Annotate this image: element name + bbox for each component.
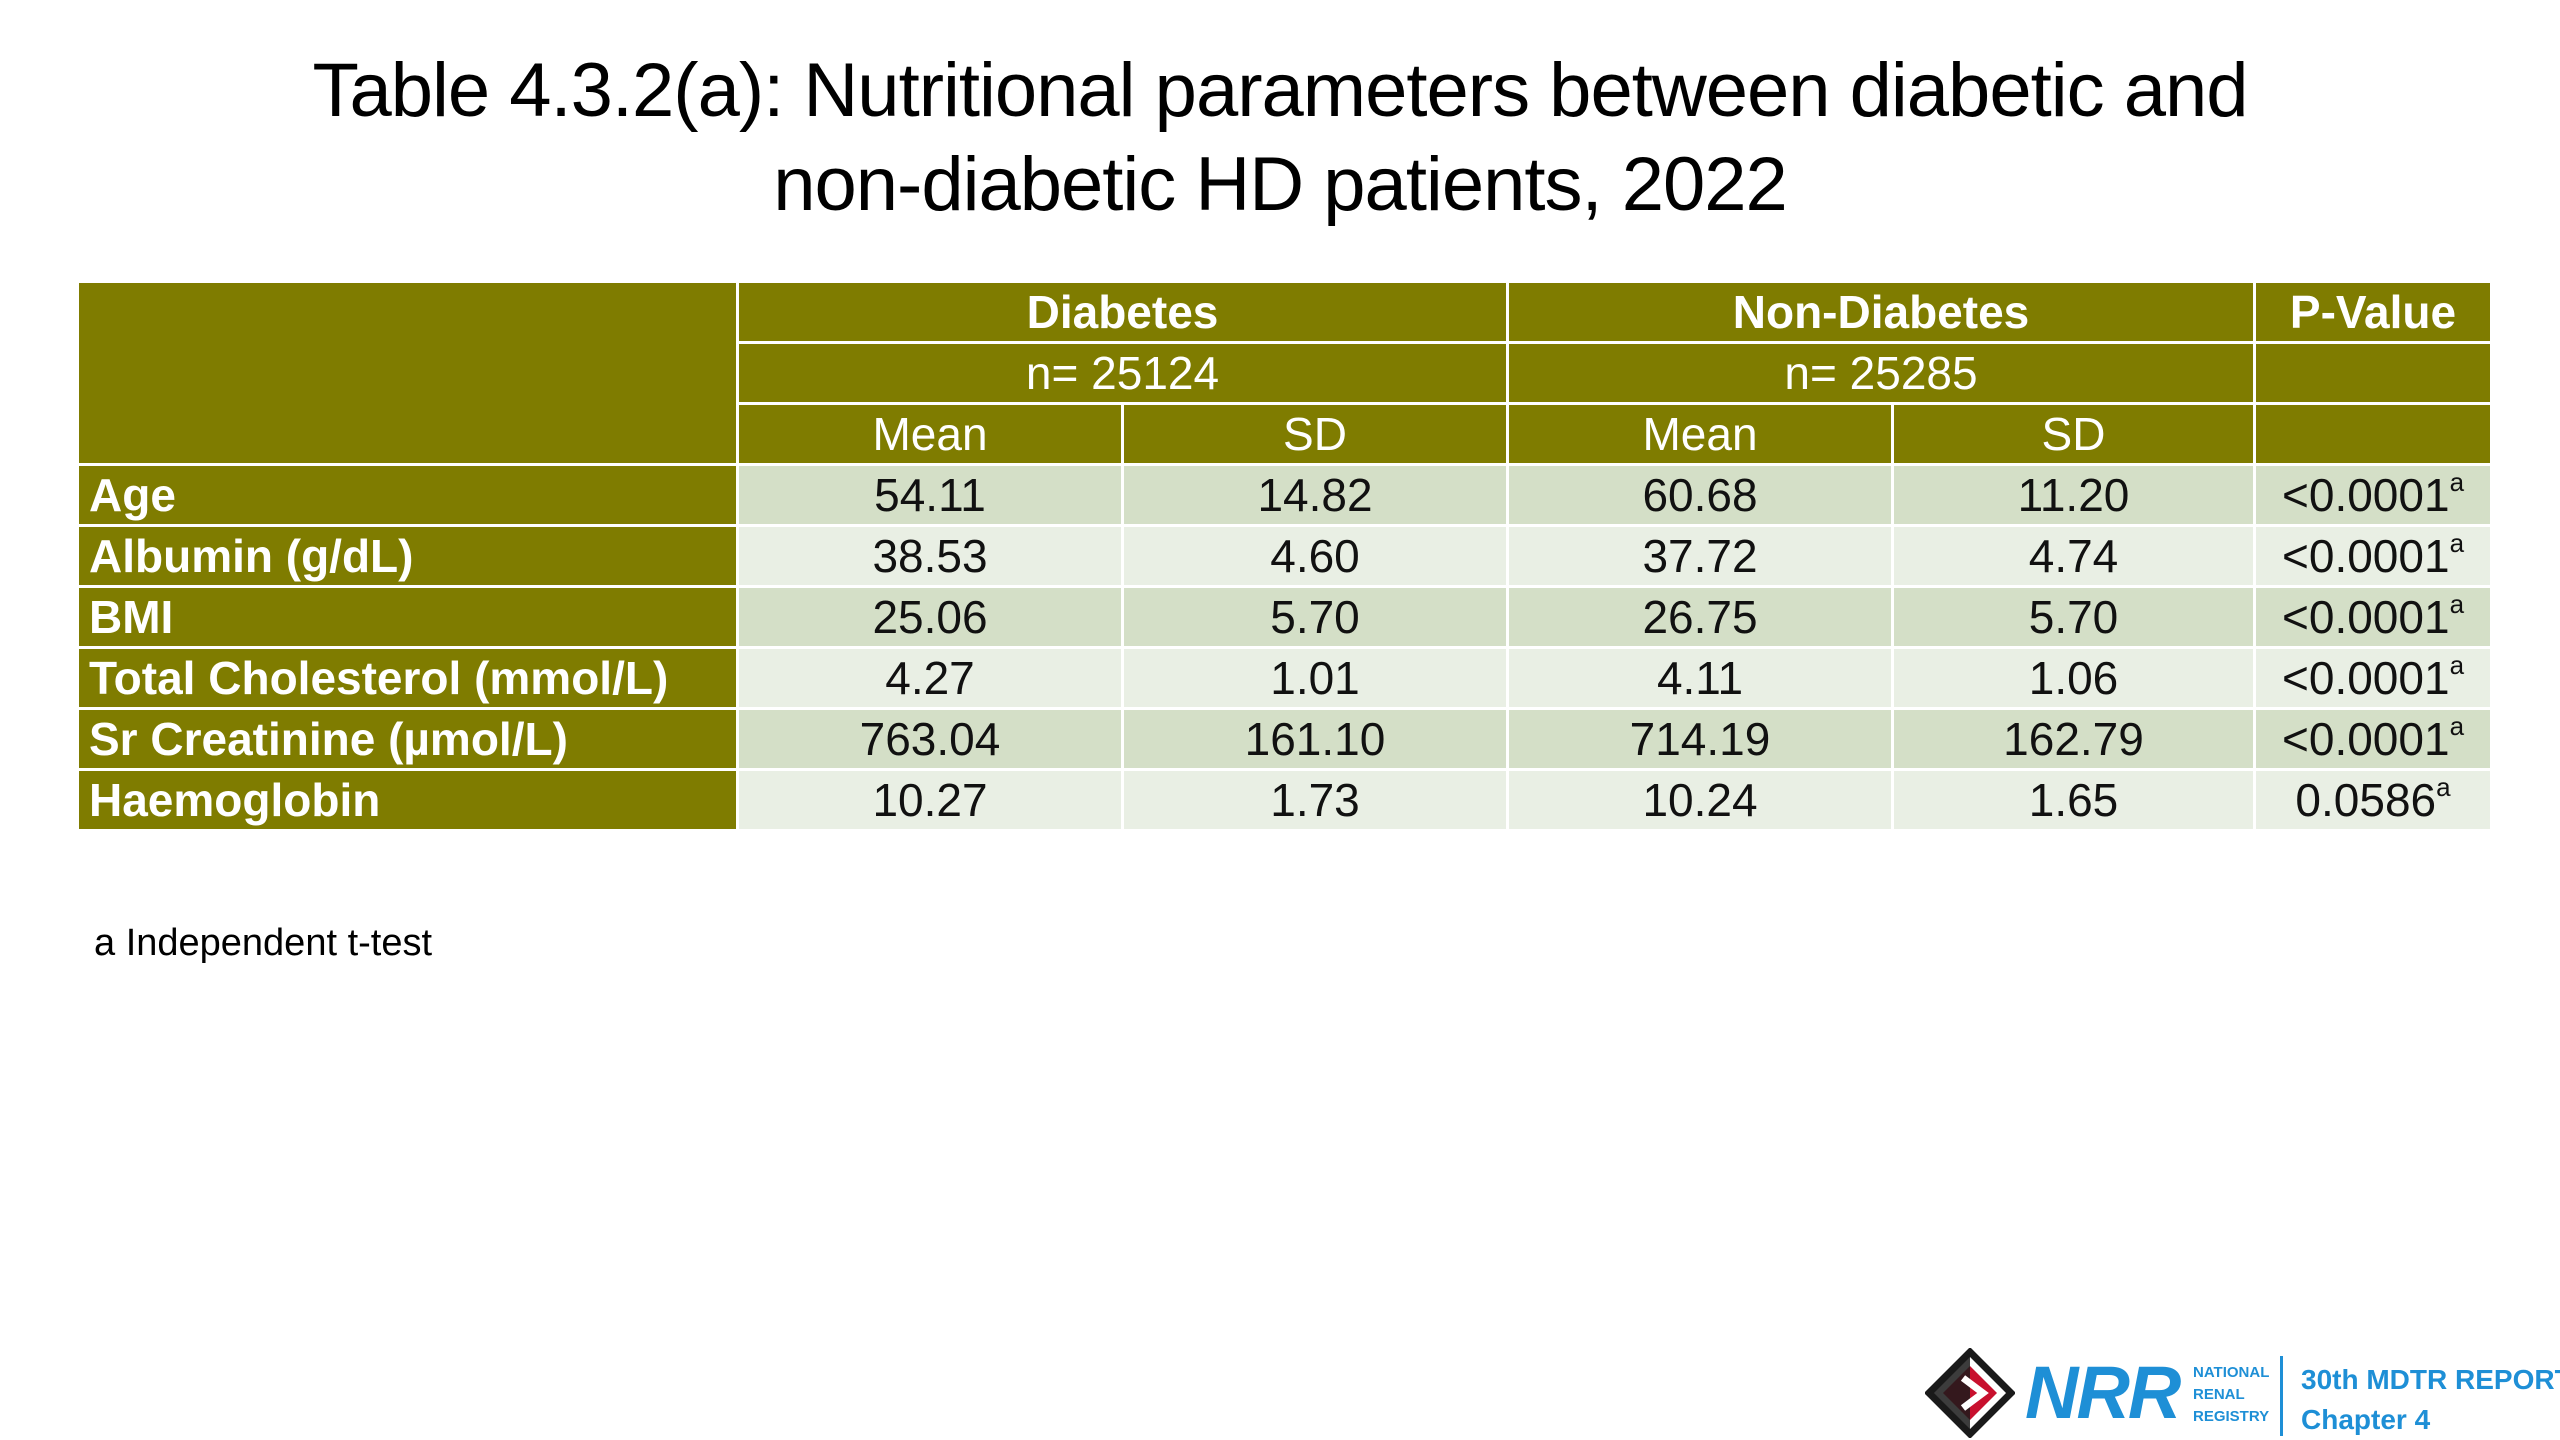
branding-divider — [2280, 1356, 2283, 1436]
diabetes-mean-cell: 38.53 — [736, 524, 1124, 588]
org-name-line-3: REGISTRY — [2193, 1408, 2270, 1425]
p-value-superscript: a — [2449, 527, 2465, 558]
header-non-diabetes-sd: SD — [1890, 402, 2257, 466]
non-diabetes-mean-cell: 26.75 — [1506, 585, 1894, 649]
p-value-text: <0.0001 — [2282, 469, 2450, 521]
p-value-cell: 0.0586a — [2253, 768, 2494, 832]
row-label: Age — [76, 463, 739, 527]
diabetes-mean-cell: 763.04 — [736, 707, 1124, 771]
footnote: a Independent t-test — [94, 922, 433, 964]
non-diabetes-sd-cell: 4.74 — [1890, 524, 2257, 588]
p-value-text: <0.0001 — [2282, 652, 2450, 704]
non-diabetes-mean-cell: 10.24 — [1506, 768, 1894, 832]
p-value-text: 0.0586 — [2295, 774, 2437, 826]
non-diabetes-mean-cell: 714.19 — [1506, 707, 1894, 771]
slide-title: Table 4.3.2(a): Nutritional parameters b… — [0, 44, 2560, 232]
header-corner — [76, 280, 739, 466]
row-label: Sr Creatinine (µmol/L) — [76, 707, 739, 771]
non-diabetes-mean-cell: 60.68 — [1506, 463, 1894, 527]
non-diabetes-mean-cell: 37.72 — [1506, 524, 1894, 588]
non-diabetes-mean-cell: 4.11 — [1506, 646, 1894, 710]
diabetes-sd-cell: 1.73 — [1121, 768, 1509, 832]
p-value-cell: <0.0001a — [2253, 585, 2494, 649]
table-row: Haemoglobin 10.27 1.73 10.24 1.65 0.0586… — [76, 768, 2494, 832]
table-row: Albumin (g/dL) 38.53 4.60 37.72 4.74 <0.… — [76, 524, 2494, 588]
non-diabetes-sd-cell: 1.06 — [1890, 646, 2257, 710]
table-row: BMI 25.06 5.70 26.75 5.70 <0.0001a — [76, 585, 2494, 649]
table-row: Sr Creatinine (µmol/L) 763.04 161.10 714… — [76, 707, 2494, 771]
org-name-line-1: NATIONAL — [2193, 1364, 2270, 1381]
diabetes-mean-cell: 4.27 — [736, 646, 1124, 710]
p-value-cell: <0.0001a — [2253, 646, 2494, 710]
diabetes-sd-cell: 4.60 — [1121, 524, 1509, 588]
title-line-1: Table 4.3.2(a): Nutritional parameters b… — [312, 48, 2248, 133]
row-label: Haemoglobin — [76, 768, 739, 832]
header-diabetes: Diabetes — [736, 280, 1509, 344]
header-n-p-blank — [2253, 341, 2494, 405]
header-non-diabetes: Non-Diabetes — [1505, 280, 2257, 344]
non-diabetes-sd-cell: 5.70 — [1890, 585, 2257, 649]
header-p-value: P-Value — [2253, 280, 2494, 344]
diabetes-sd-cell: 1.01 — [1121, 646, 1509, 710]
nrr-logo-icon — [1925, 1348, 2015, 1438]
header-n-non-diabetes: n= 25285 — [1505, 341, 2257, 405]
report-info: 30th MDTR REPORT 2022 Chapter 4 — [2301, 1360, 2560, 1440]
branding-footer: NRR NATIONAL RENAL REGISTRY 30th MDTR RE… — [1925, 1348, 2560, 1440]
row-label: BMI — [76, 585, 739, 649]
nrr-logo-text: NRR — [2025, 1351, 2181, 1434]
table-row: Total Cholesterol (mmol/L) 4.27 1.01 4.1… — [76, 646, 2494, 710]
p-value-text: <0.0001 — [2282, 591, 2450, 643]
header-row-stats: Mean SD Mean SD — [78, 402, 2494, 466]
p-value-cell: <0.0001a — [2253, 463, 2494, 527]
header-row-n: n= 25124 n= 25285 — [78, 341, 2494, 405]
p-value-superscript: a — [2449, 588, 2465, 619]
p-value-text: <0.0001 — [2282, 530, 2450, 582]
non-diabetes-sd-cell: 162.79 — [1890, 707, 2257, 771]
non-diabetes-sd-cell: 1.65 — [1890, 768, 2257, 832]
header-row-groups: Diabetes Non-Diabetes P-Value — [76, 280, 2494, 466]
org-name-line-2: RENAL — [2193, 1386, 2245, 1403]
non-diabetes-sd-cell: 11.20 — [1890, 463, 2257, 527]
org-name: NATIONAL RENAL REGISTRY — [2193, 1362, 2269, 1428]
header-non-diabetes-mean: Mean — [1506, 402, 1894, 466]
nutrition-table: Diabetes Non-Diabetes P-Value n= 25124 n… — [76, 280, 2494, 832]
header-diabetes-sd: SD — [1121, 402, 1509, 466]
p-value-superscript: a — [2449, 710, 2465, 741]
p-value-superscript: a — [2436, 771, 2451, 802]
p-value-cell: <0.0001a — [2253, 707, 2494, 771]
header-n-diabetes: n= 25124 — [736, 341, 1509, 405]
p-value-text: <0.0001 — [2282, 713, 2450, 765]
row-label: Albumin (g/dL) — [76, 524, 739, 588]
title-line-2: non-diabetic HD patients, 2022 — [773, 142, 1788, 227]
header-stats-p-blank — [2253, 402, 2494, 466]
diabetes-mean-cell: 10.27 — [736, 768, 1124, 832]
p-value-superscript: a — [2449, 649, 2465, 680]
p-value-cell: <0.0001a — [2253, 524, 2494, 588]
diabetes-sd-cell: 161.10 — [1121, 707, 1509, 771]
diabetes-mean-cell: 54.11 — [736, 463, 1124, 527]
report-chapter: Chapter 4 — [2301, 1404, 2431, 1435]
row-label: Total Cholesterol (mmol/L) — [76, 646, 739, 710]
diabetes-mean-cell: 25.06 — [736, 585, 1124, 649]
diabetes-sd-cell: 14.82 — [1121, 463, 1509, 527]
diabetes-sd-cell: 5.70 — [1121, 585, 1509, 649]
header-diabetes-mean: Mean — [736, 402, 1124, 466]
table-row: Age 54.11 14.82 60.68 11.20 <0.0001a — [76, 463, 2494, 527]
p-value-superscript: a — [2449, 466, 2465, 497]
report-title: 30th MDTR REPORT 2022 — [2301, 1364, 2560, 1395]
